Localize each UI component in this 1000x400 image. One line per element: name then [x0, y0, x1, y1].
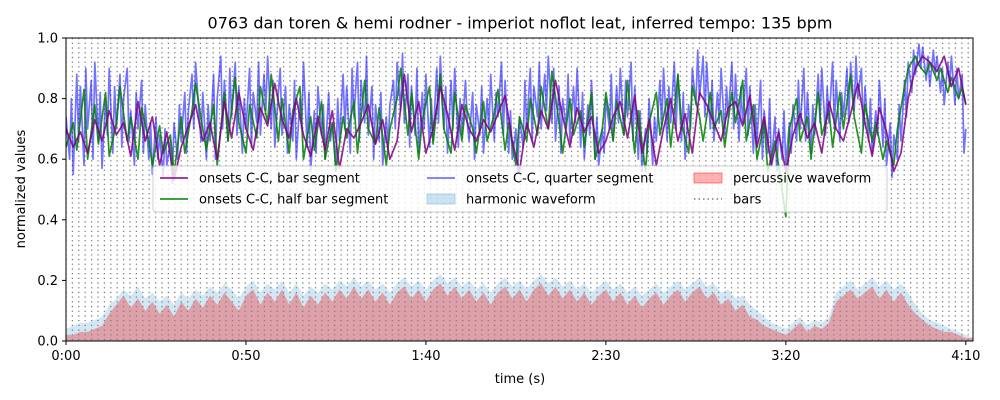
legend-swatch [693, 172, 723, 184]
x-tick-label: 0:50 [231, 349, 260, 364]
x-tick-label: 3:20 [771, 349, 800, 364]
y-tick-label: 1.0 [37, 32, 58, 47]
harmonic-waveform-area [66, 274, 973, 341]
legend-label: onsets C-C, half bar segment [199, 193, 388, 208]
x-tick-label: 1:40 [411, 349, 440, 364]
legend-item-bar-segment: onsets C-C, bar segment [160, 172, 360, 187]
y-tick-label: 0.2 [37, 274, 58, 289]
legend-item-harmonic: harmonic waveform [426, 193, 596, 208]
x-tick-label: 4:10 [951, 349, 980, 364]
y-tick-label: 0.6 [37, 153, 58, 168]
legend-label: onsets C-C, quarter segment [466, 172, 653, 187]
bar-segment-line [66, 55, 967, 182]
legend-label: bars [733, 193, 762, 208]
y-tick-label: 0.8 [37, 92, 58, 107]
x-axis-label: time (s) [495, 372, 545, 387]
percussive-waveform-area [66, 283, 973, 341]
legend-item-percussive: percussive waveform [693, 172, 871, 187]
legend-item-bars: bars [694, 193, 762, 208]
legend-label: harmonic waveform [466, 193, 596, 208]
legend-swatch [426, 193, 456, 205]
x-tick-label: 0:00 [51, 349, 80, 364]
y-tick-label: 0.4 [37, 213, 58, 228]
y-axis-label: normalized values [14, 129, 29, 248]
x-tick-label: 2:30 [591, 349, 620, 364]
chart-title: 0763 dan toren & hemi rodner - imperiot … [208, 14, 833, 33]
legend-box [152, 165, 888, 213]
legend: onsets C-C, bar segment onsets C-C, half … [152, 165, 888, 213]
legend-label: onsets C-C, bar segment [199, 172, 360, 187]
y-tick-label: 0.0 [37, 335, 58, 350]
plot-frame [65, 37, 974, 342]
legend-label: percussive waveform [733, 172, 871, 187]
legend-item-quarter-segment: onsets C-C, quarter segment [427, 172, 653, 187]
legend-item-half-bar-segment: onsets C-C, half bar segment [160, 193, 388, 208]
